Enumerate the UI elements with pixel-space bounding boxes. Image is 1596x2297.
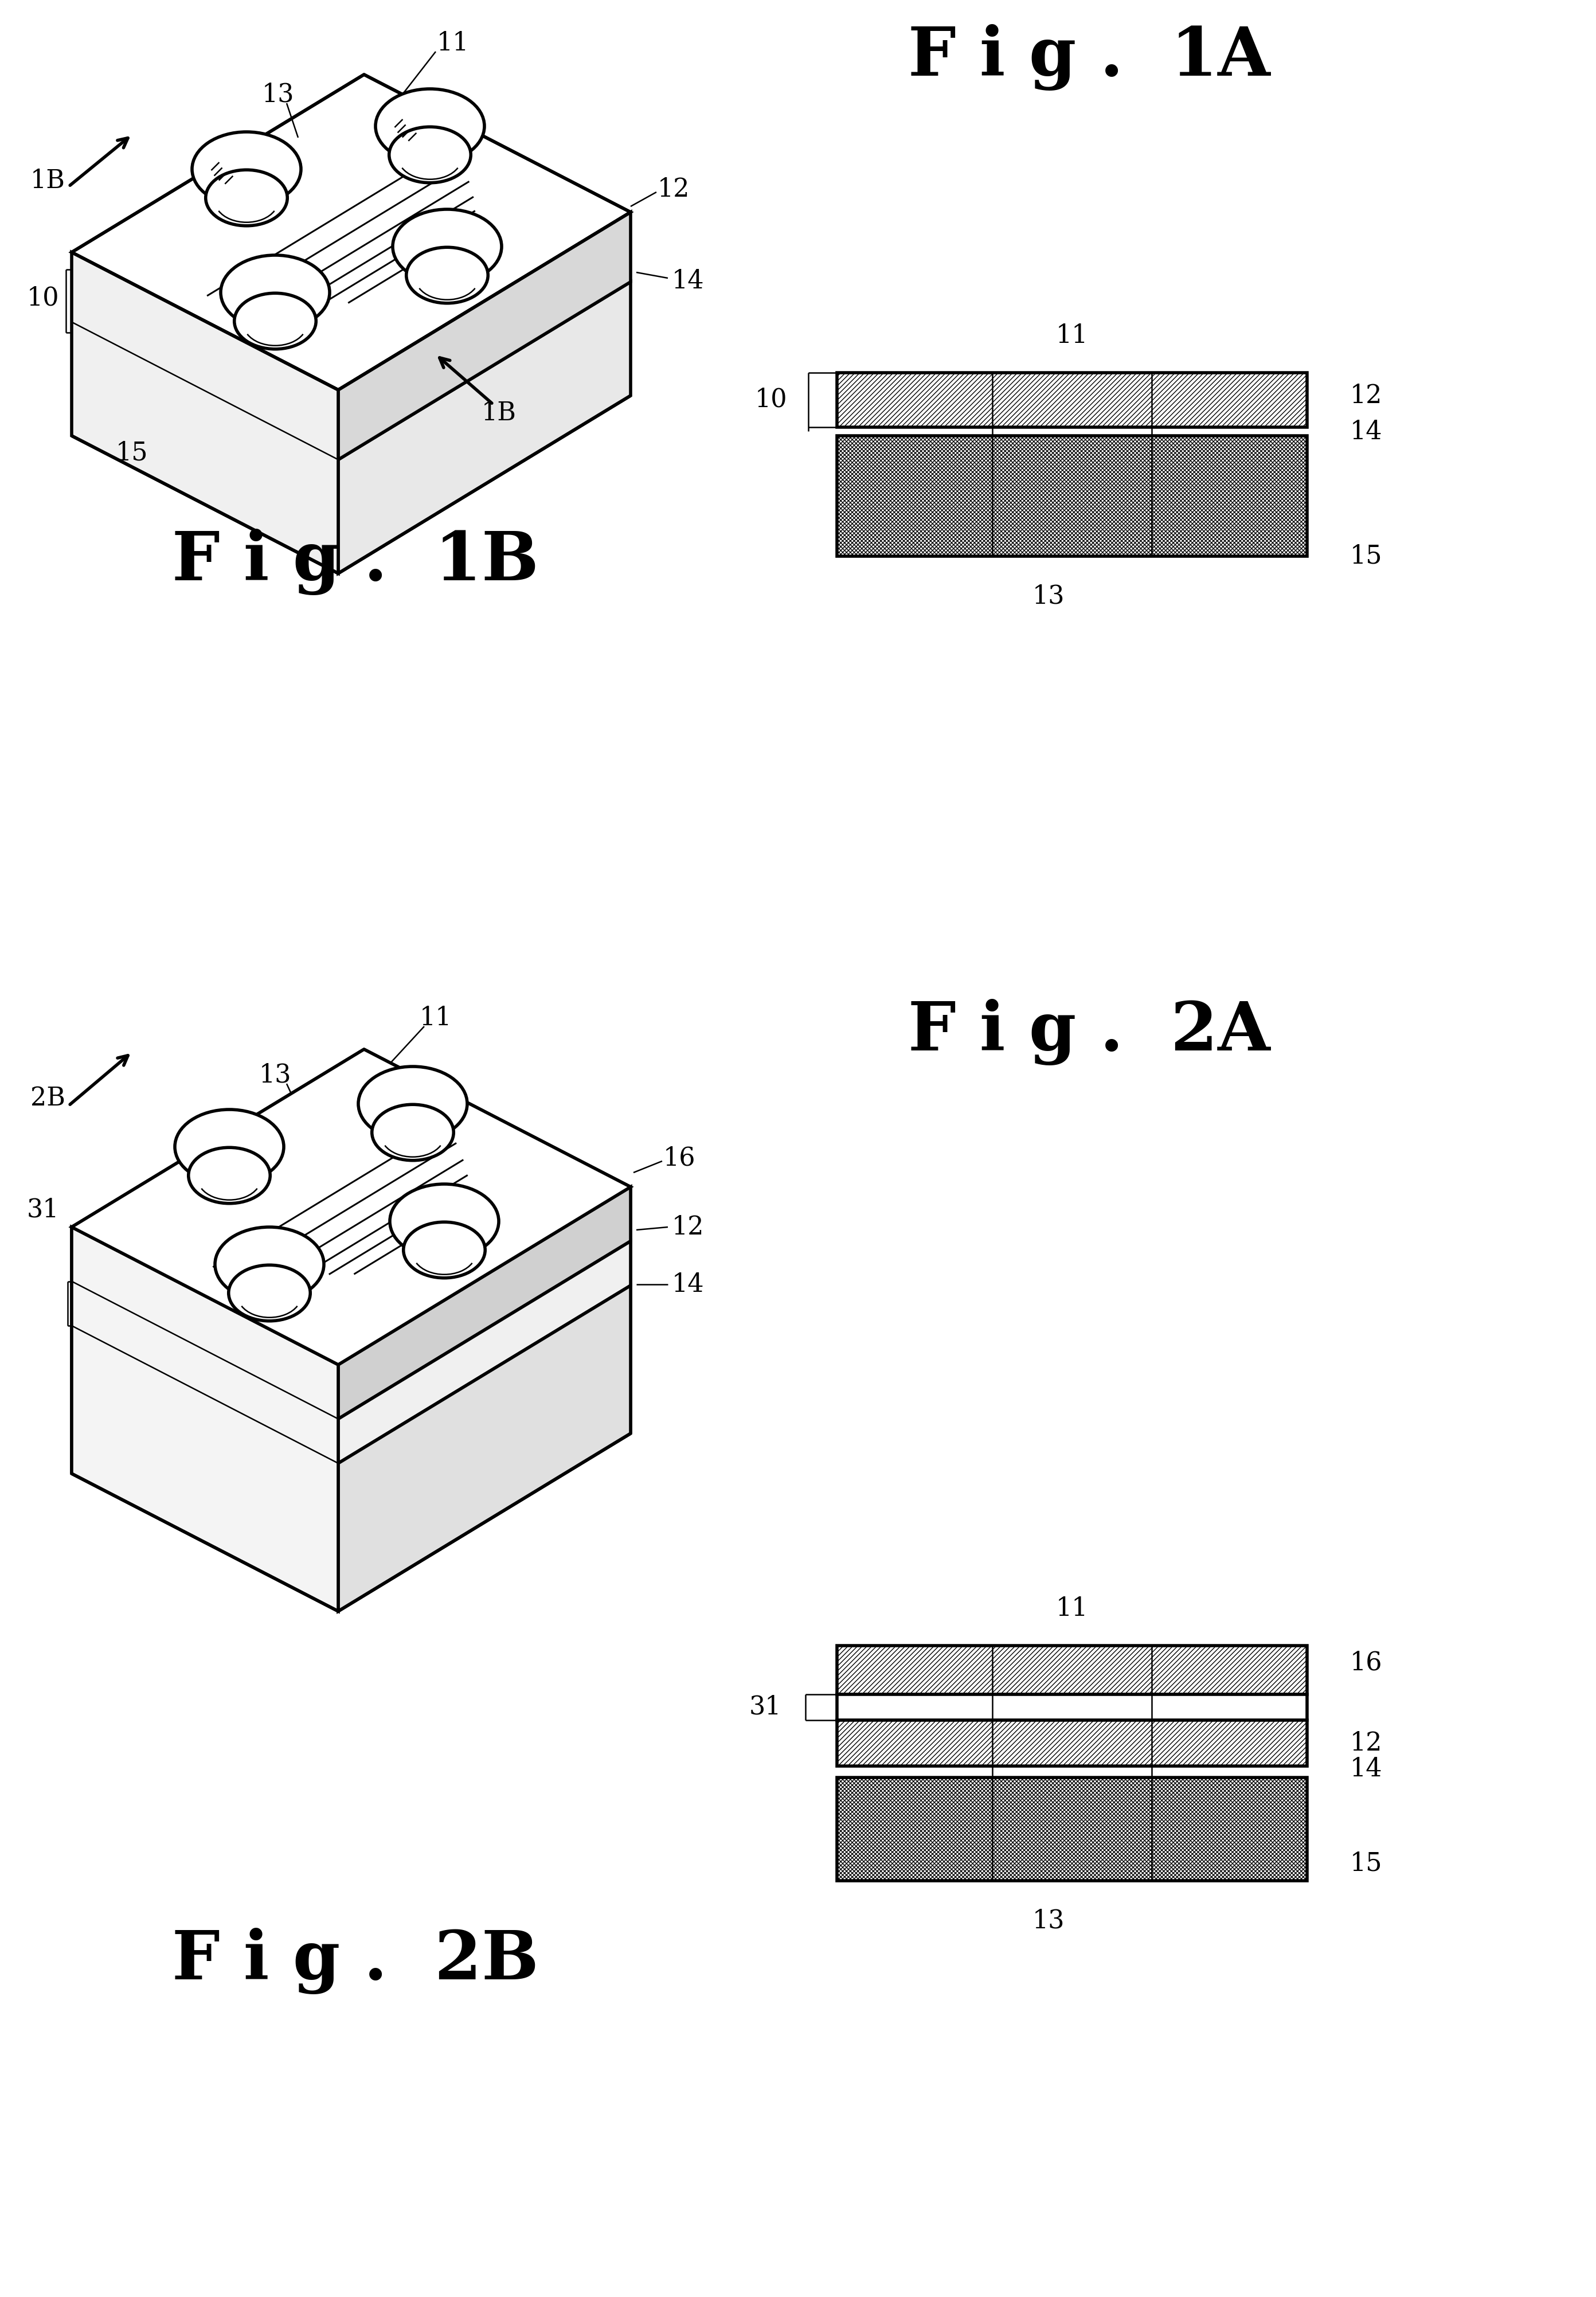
Text: 11: 11: [1057, 324, 1088, 347]
Text: 13: 13: [262, 83, 294, 108]
Text: 31: 31: [27, 1197, 59, 1222]
Text: 13: 13: [259, 1064, 292, 1086]
Text: F i g .  1B: F i g . 1B: [172, 528, 539, 595]
Ellipse shape: [407, 248, 488, 303]
Text: 2B: 2B: [482, 1380, 516, 1406]
Polygon shape: [338, 1188, 630, 1420]
Text: 2B: 2B: [30, 1086, 65, 1109]
Polygon shape: [72, 1227, 338, 1610]
Polygon shape: [836, 1645, 1307, 1695]
Ellipse shape: [220, 255, 330, 331]
Text: 15: 15: [115, 1415, 148, 1440]
Ellipse shape: [358, 1066, 468, 1142]
Ellipse shape: [404, 1222, 485, 1277]
Ellipse shape: [393, 209, 501, 285]
Text: 14: 14: [1350, 1757, 1382, 1780]
Ellipse shape: [176, 1109, 284, 1183]
Text: 12: 12: [1350, 384, 1382, 409]
Text: 14: 14: [672, 269, 704, 294]
Polygon shape: [338, 1240, 630, 1463]
Ellipse shape: [235, 294, 316, 349]
Text: 14: 14: [1350, 420, 1382, 443]
Text: 1B: 1B: [30, 168, 65, 193]
Text: 13: 13: [1033, 1909, 1065, 1934]
Ellipse shape: [389, 1183, 500, 1259]
Polygon shape: [72, 253, 338, 574]
Text: 11: 11: [437, 30, 469, 55]
Text: 16: 16: [662, 1146, 696, 1171]
Ellipse shape: [188, 1148, 270, 1204]
Text: 1B: 1B: [482, 400, 516, 425]
Text: 12: 12: [672, 1215, 704, 1240]
Text: F i g .  1A: F i g . 1A: [908, 23, 1270, 90]
Text: 14: 14: [672, 1273, 704, 1298]
Ellipse shape: [228, 1266, 310, 1321]
Text: 15: 15: [1350, 544, 1382, 570]
Ellipse shape: [372, 1105, 453, 1160]
Polygon shape: [72, 1050, 630, 1364]
Text: 15: 15: [115, 441, 148, 466]
Ellipse shape: [389, 126, 471, 184]
Polygon shape: [836, 1720, 1307, 1766]
Text: 13: 13: [1033, 583, 1065, 609]
Text: F i g .  2A: F i g . 2A: [908, 999, 1270, 1066]
Polygon shape: [836, 372, 1307, 427]
Text: 16: 16: [1350, 1652, 1382, 1675]
Polygon shape: [836, 1695, 1307, 1720]
Polygon shape: [338, 1286, 630, 1610]
Text: 10: 10: [755, 388, 787, 411]
Text: 10: 10: [27, 285, 59, 310]
Text: 31: 31: [749, 1695, 782, 1720]
Polygon shape: [338, 211, 630, 459]
Ellipse shape: [375, 90, 485, 163]
Text: F i g .  2B: F i g . 2B: [172, 1927, 539, 1994]
Polygon shape: [836, 1778, 1307, 1881]
Polygon shape: [338, 283, 630, 574]
Polygon shape: [836, 436, 1307, 556]
Text: 15: 15: [1350, 1851, 1382, 1877]
Ellipse shape: [206, 170, 287, 225]
Ellipse shape: [192, 131, 302, 207]
Text: 12: 12: [1350, 1730, 1382, 1755]
Polygon shape: [72, 74, 630, 390]
Text: 11: 11: [420, 1006, 452, 1029]
Text: 12: 12: [658, 177, 689, 202]
Ellipse shape: [215, 1227, 324, 1302]
Text: 11: 11: [1057, 1596, 1088, 1622]
